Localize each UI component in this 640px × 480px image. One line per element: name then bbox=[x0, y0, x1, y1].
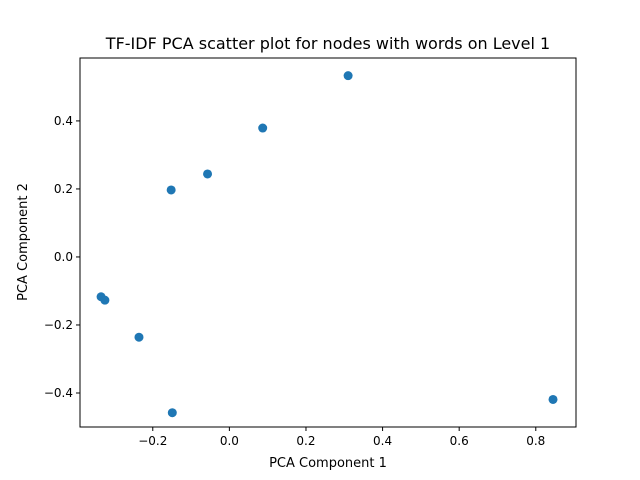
y-tick-label: −0.2 bbox=[44, 318, 73, 332]
y-tick-label: 0.2 bbox=[54, 182, 73, 196]
y-tick-label: 0.0 bbox=[54, 250, 73, 264]
x-axis-label: PCA Component 1 bbox=[269, 456, 387, 471]
chart-title: TF-IDF PCA scatter plot for nodes with w… bbox=[105, 34, 550, 53]
y-tick-label: 0.4 bbox=[54, 114, 73, 128]
data-point bbox=[166, 185, 176, 195]
data-points bbox=[96, 71, 558, 418]
x-tick-label: 0.4 bbox=[373, 434, 392, 448]
x-tick-label: −0.2 bbox=[138, 434, 167, 448]
data-point bbox=[100, 295, 110, 305]
plot-frame bbox=[79, 57, 577, 428]
data-point bbox=[258, 123, 268, 133]
plot-area bbox=[79, 57, 577, 428]
x-tick-label: 0.6 bbox=[450, 434, 469, 448]
x-tick-label: 0.0 bbox=[220, 434, 239, 448]
x-tick-label: 0.8 bbox=[526, 434, 545, 448]
data-point bbox=[167, 408, 177, 418]
x-tick-label: 0.2 bbox=[296, 434, 315, 448]
data-point bbox=[343, 71, 353, 81]
y-tick-label: −0.4 bbox=[44, 386, 73, 400]
y-axis-label: PCA Component 2 bbox=[16, 183, 31, 301]
data-point bbox=[548, 394, 558, 404]
data-point bbox=[134, 332, 144, 342]
data-point bbox=[203, 169, 213, 179]
axis-ticks: −0.2 0.0 0.2 0.4 0.6 0.8 −0.4 −0.2 0.0 0.2 0.4 bbox=[44, 114, 545, 448]
